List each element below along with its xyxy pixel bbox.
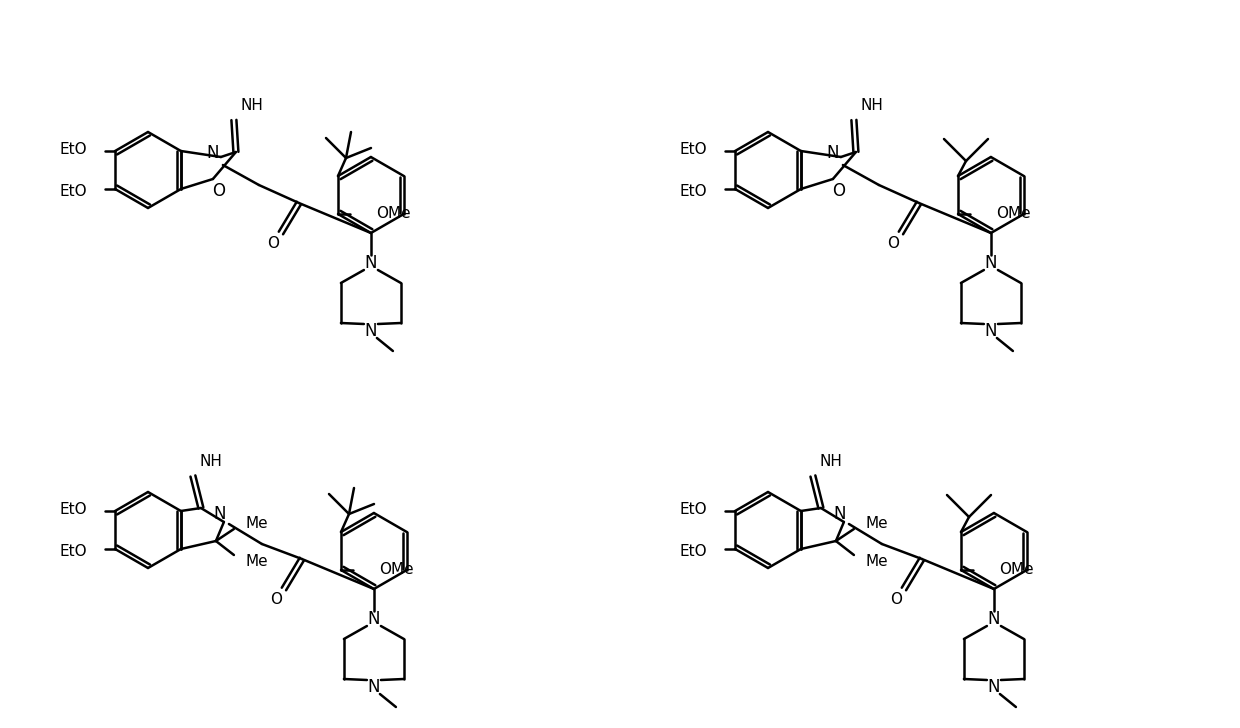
Text: EtO: EtO xyxy=(680,141,707,157)
Text: EtO: EtO xyxy=(60,141,87,157)
Text: N: N xyxy=(987,610,1001,628)
Text: EtO: EtO xyxy=(60,544,87,558)
Text: N: N xyxy=(367,610,381,628)
Text: EtO: EtO xyxy=(680,183,707,199)
Text: O: O xyxy=(212,182,226,200)
Text: Me: Me xyxy=(246,515,269,531)
Text: EtO: EtO xyxy=(60,183,87,199)
Text: N: N xyxy=(365,322,377,340)
Text: N: N xyxy=(367,678,381,696)
Text: N: N xyxy=(985,254,997,272)
Text: N: N xyxy=(207,144,219,162)
Text: OMe: OMe xyxy=(996,207,1030,221)
Text: O: O xyxy=(887,235,899,250)
Text: O: O xyxy=(890,591,901,606)
Text: EtO: EtO xyxy=(680,544,707,558)
Text: N: N xyxy=(365,254,377,272)
Text: Me: Me xyxy=(246,553,269,569)
Text: OMe: OMe xyxy=(999,563,1034,577)
Text: EtO: EtO xyxy=(680,502,707,516)
Text: NH: NH xyxy=(861,98,883,114)
Text: NH: NH xyxy=(200,454,222,470)
Text: OMe: OMe xyxy=(379,563,414,577)
Text: O: O xyxy=(832,182,846,200)
Text: O: O xyxy=(270,591,281,606)
Text: N: N xyxy=(833,505,846,523)
Text: N: N xyxy=(987,678,1001,696)
Text: N: N xyxy=(213,505,226,523)
Text: NH: NH xyxy=(241,98,263,114)
Text: EtO: EtO xyxy=(60,502,87,516)
Text: O: O xyxy=(267,235,279,250)
Text: N: N xyxy=(827,144,839,162)
Text: Me: Me xyxy=(866,515,889,531)
Text: NH: NH xyxy=(820,454,842,470)
Text: Me: Me xyxy=(866,553,889,569)
Text: OMe: OMe xyxy=(376,207,410,221)
Text: N: N xyxy=(985,322,997,340)
